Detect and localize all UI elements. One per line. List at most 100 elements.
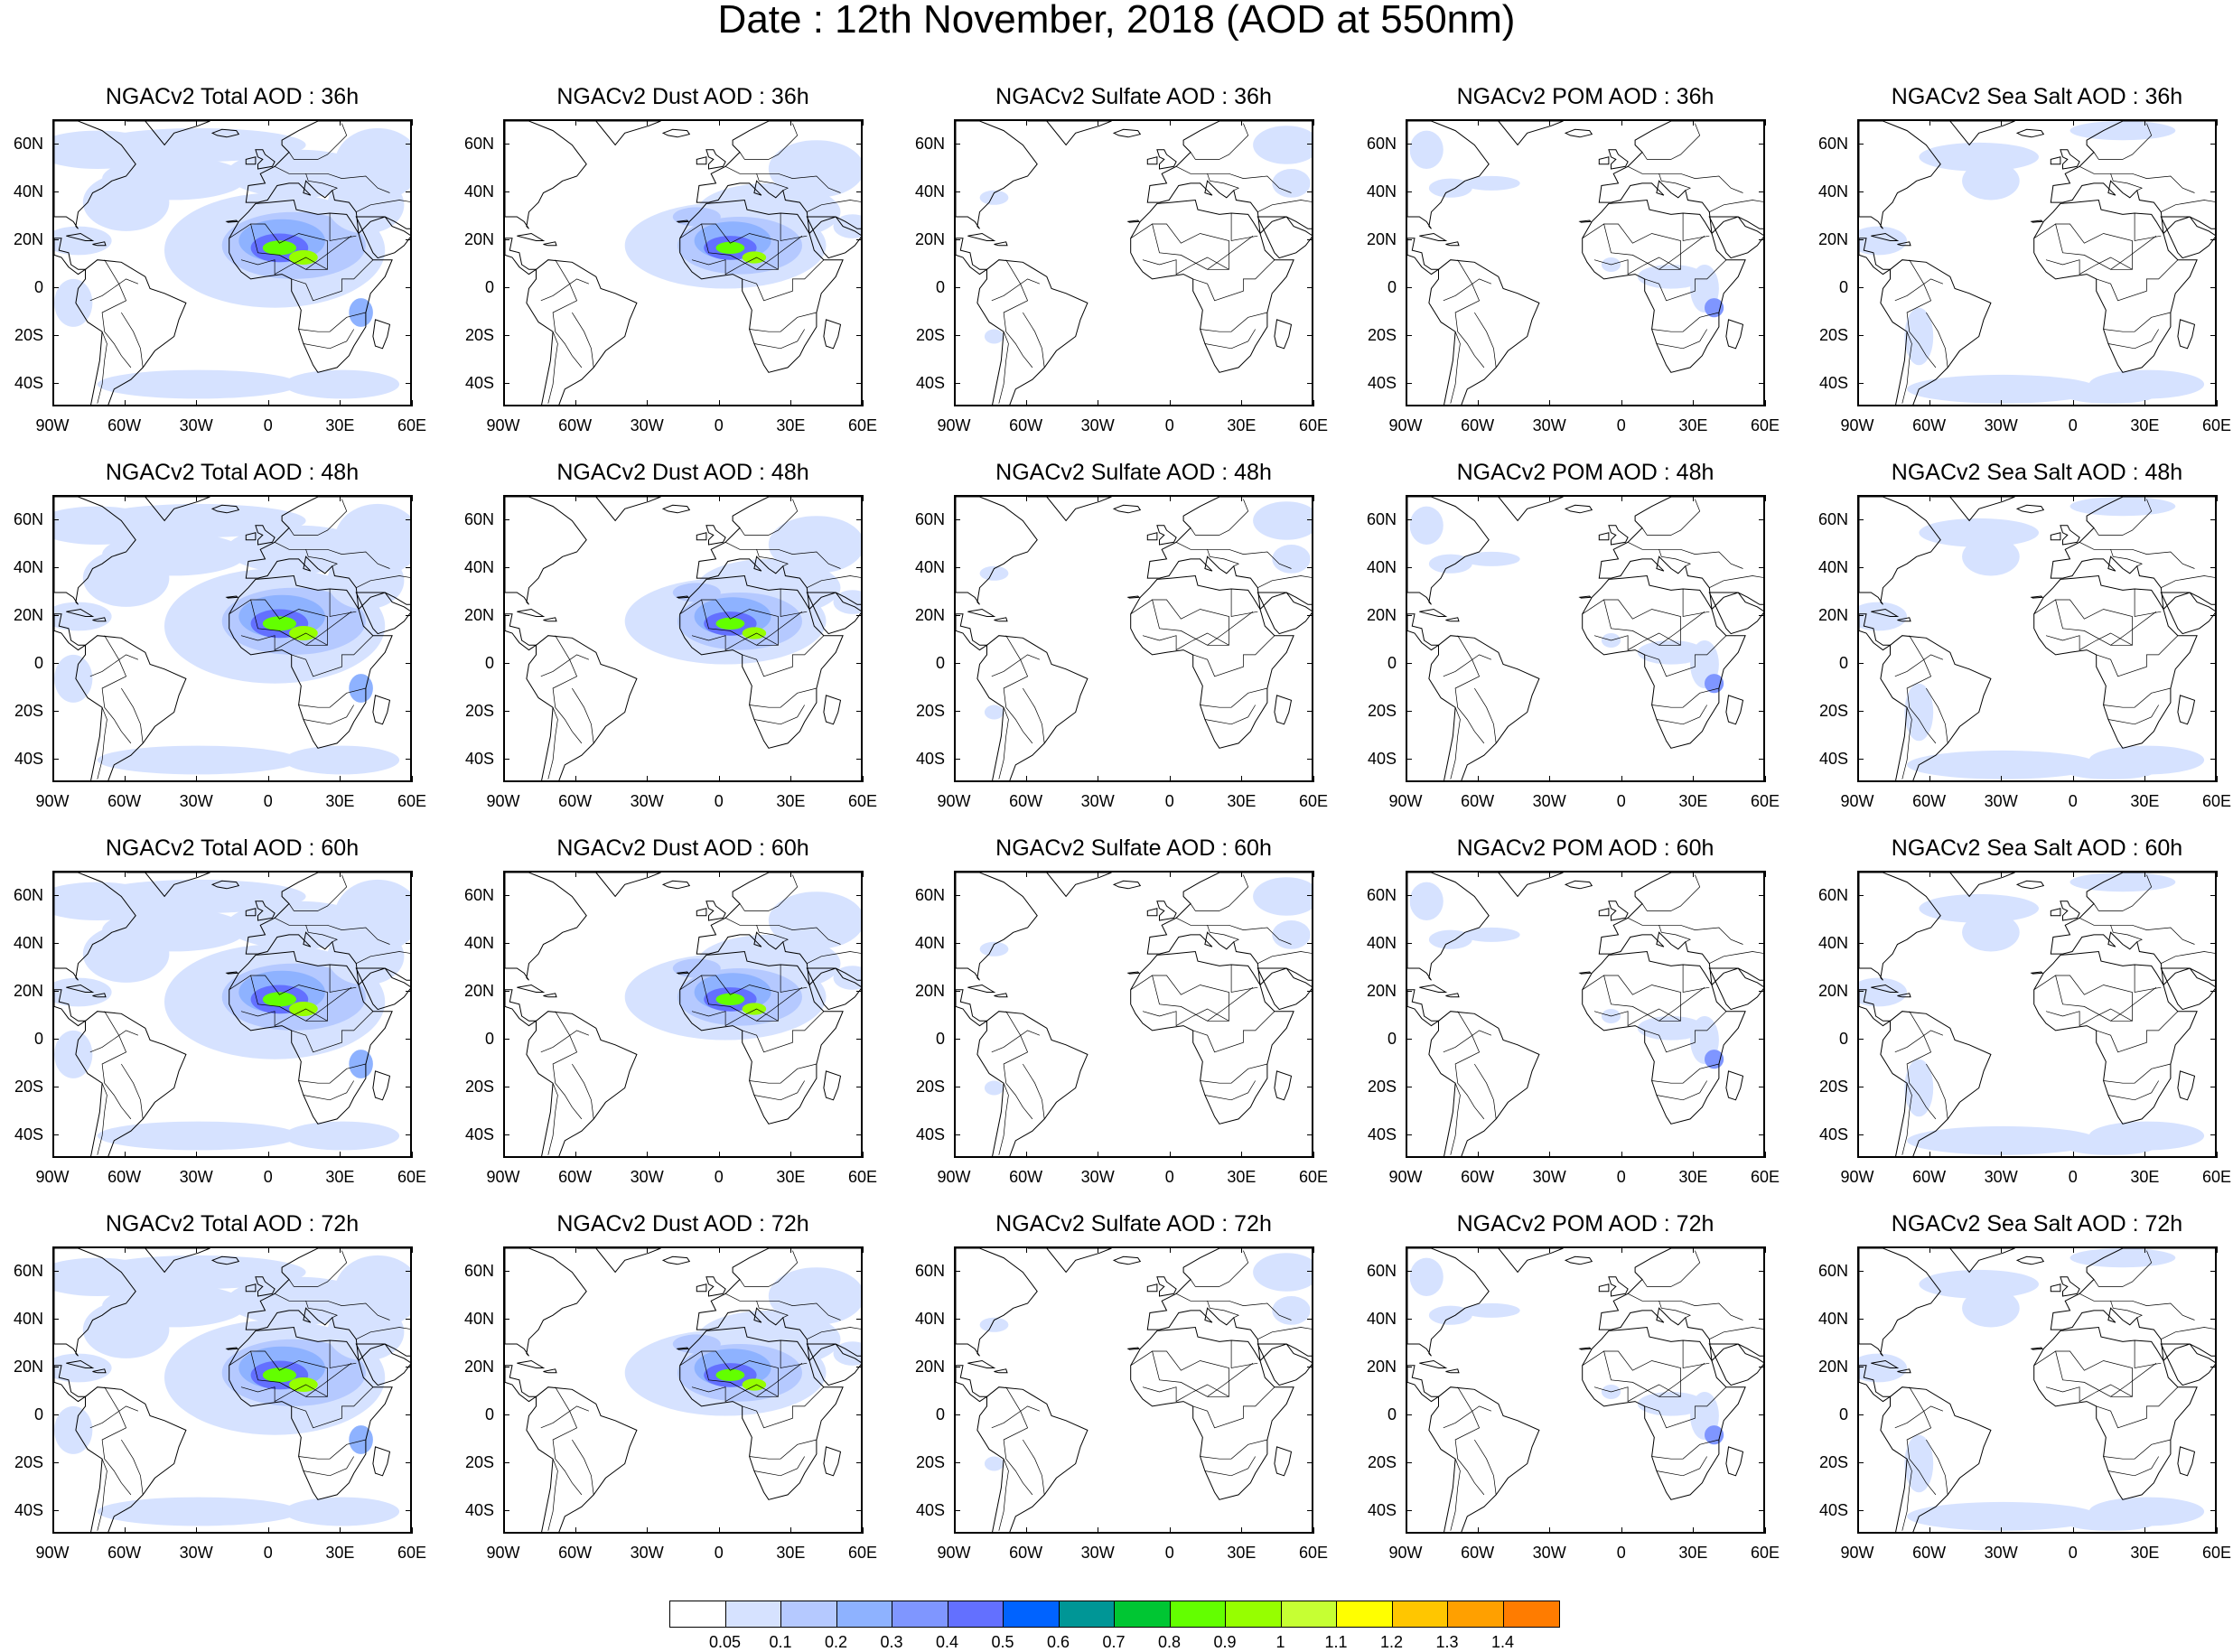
country-border bbox=[305, 549, 339, 567]
lat-tick-label: 20N bbox=[13, 605, 43, 624]
coastline-southAmerica bbox=[976, 635, 1088, 780]
lon-tick-mark bbox=[267, 400, 269, 406]
map-panel-sulfate-36h bbox=[954, 119, 1313, 406]
country-border bbox=[274, 917, 390, 945]
country-border bbox=[1682, 589, 1710, 617]
lat-tick-label: 0 bbox=[1387, 1405, 1397, 1423]
country-border bbox=[780, 589, 808, 617]
lat-tick-mark bbox=[954, 1134, 960, 1135]
country-border bbox=[329, 589, 357, 617]
lat-tick-mark bbox=[406, 894, 412, 896]
country-border bbox=[1894, 278, 1944, 302]
coastline-europeAsia bbox=[2050, 121, 2215, 235]
lat-tick-mark bbox=[1406, 1461, 1412, 1463]
coastline-uk bbox=[1156, 1276, 1177, 1297]
lon-tick-mark bbox=[718, 1527, 720, 1534]
coastline-cuba bbox=[1419, 232, 1448, 241]
lon-tick-label: 60E bbox=[1298, 416, 1329, 434]
lat-tick-mark bbox=[1406, 566, 1412, 568]
aod-region bbox=[262, 1367, 296, 1383]
lon-tick-mark bbox=[1025, 495, 1027, 501]
coastline-europeAsia bbox=[1598, 1248, 1763, 1362]
country-border bbox=[2045, 257, 2133, 275]
country-border bbox=[1192, 635, 1275, 677]
coastline-northAmerica bbox=[1859, 121, 1941, 229]
aod-region bbox=[715, 993, 745, 1005]
country-border bbox=[288, 874, 348, 911]
coastlines bbox=[956, 1248, 1312, 1532]
aod-map bbox=[1859, 873, 2215, 1156]
aod-shading bbox=[1859, 497, 2205, 779]
lat-tick-label: 20N bbox=[1817, 229, 1848, 248]
coastline-europeAsia bbox=[245, 497, 410, 611]
country-border bbox=[1906, 259, 1937, 369]
coastlines bbox=[1407, 1248, 1763, 1532]
coastline-madagascar bbox=[372, 1446, 391, 1477]
lat-tick-mark bbox=[1857, 238, 1864, 240]
panel-title: NGACv2 Dust AOD : 72h bbox=[556, 1211, 809, 1237]
lat-tick-mark bbox=[406, 1134, 412, 1135]
lat-tick-label: 0 bbox=[1838, 653, 1848, 672]
lon-tick-label: 90W bbox=[35, 416, 70, 434]
coastline-greenland bbox=[126, 497, 210, 522]
lon-tick-label: 0 bbox=[1164, 1544, 1174, 1562]
coastline-greenland bbox=[1027, 1248, 1112, 1274]
lat-tick-mark bbox=[406, 238, 412, 240]
country-border bbox=[240, 257, 328, 275]
lat-tick-label: 60N bbox=[914, 1261, 945, 1280]
country-border bbox=[1656, 1080, 1707, 1101]
lat-tick-label: 40S bbox=[1367, 749, 1397, 768]
country-border bbox=[998, 331, 1009, 404]
coastline-centralAm bbox=[1859, 613, 1892, 651]
country-border bbox=[240, 1008, 328, 1027]
country-border bbox=[807, 200, 861, 213]
coastline-centralAm bbox=[1407, 1365, 1441, 1403]
lat-tick-mark bbox=[856, 614, 863, 616]
lon-tick-label: 30E bbox=[1227, 1544, 1257, 1562]
lon-tick-label: 60W bbox=[1461, 416, 1495, 434]
aod-region bbox=[672, 583, 721, 602]
country-border bbox=[288, 1250, 348, 1287]
aod-region bbox=[1409, 882, 1444, 920]
lon-tick-mark bbox=[863, 871, 864, 877]
lon-tick-mark bbox=[863, 1527, 864, 1534]
country-borders bbox=[89, 1250, 410, 1531]
lon-tick-mark bbox=[2001, 119, 2003, 126]
coastline-cuba bbox=[1419, 608, 1448, 617]
lat-tick-mark bbox=[1759, 1461, 1765, 1463]
lon-tick-mark bbox=[1477, 1527, 1479, 1534]
lat-tick-label: 0 bbox=[484, 653, 494, 672]
country-borders bbox=[1443, 874, 1763, 1155]
aod-region bbox=[742, 1003, 767, 1015]
lon-tick-label: 60W bbox=[1912, 1544, 1947, 1562]
lon-tick-mark bbox=[863, 400, 864, 406]
coastline-cuba bbox=[66, 984, 95, 993]
country-border bbox=[1142, 257, 1229, 275]
country-border bbox=[1901, 1459, 1912, 1531]
country-borders bbox=[991, 499, 1312, 779]
coastline-centralAm bbox=[1407, 989, 1441, 1027]
country-border bbox=[1709, 200, 1763, 213]
coastline-hispaniola bbox=[92, 1368, 107, 1374]
lat-tick-mark bbox=[52, 1134, 59, 1135]
lat-tick-mark bbox=[1307, 1509, 1313, 1511]
lat-tick-label: 20S bbox=[14, 1452, 43, 1471]
country-border bbox=[1142, 1008, 1229, 1027]
country-border bbox=[552, 635, 583, 744]
lon-tick-mark bbox=[340, 119, 341, 126]
country-border bbox=[1257, 200, 1312, 213]
coastline-hispaniola bbox=[1897, 1368, 1911, 1374]
lat-tick-mark bbox=[856, 942, 863, 944]
aod-region bbox=[1919, 1269, 2039, 1299]
lat-tick-mark bbox=[1406, 238, 1412, 240]
country-border bbox=[303, 1080, 354, 1101]
aod-region bbox=[89, 127, 306, 163]
country-border bbox=[1926, 312, 1948, 368]
coastline-northAmerica bbox=[54, 497, 136, 605]
coastline-iceland bbox=[210, 1255, 240, 1265]
colorbar-label: 0.05 bbox=[708, 1633, 742, 1651]
country-border bbox=[1257, 951, 1312, 965]
coastline-madagascar bbox=[1725, 319, 1744, 350]
lat-tick-label: 60N bbox=[13, 509, 43, 528]
aod-shading bbox=[1859, 873, 2205, 1155]
